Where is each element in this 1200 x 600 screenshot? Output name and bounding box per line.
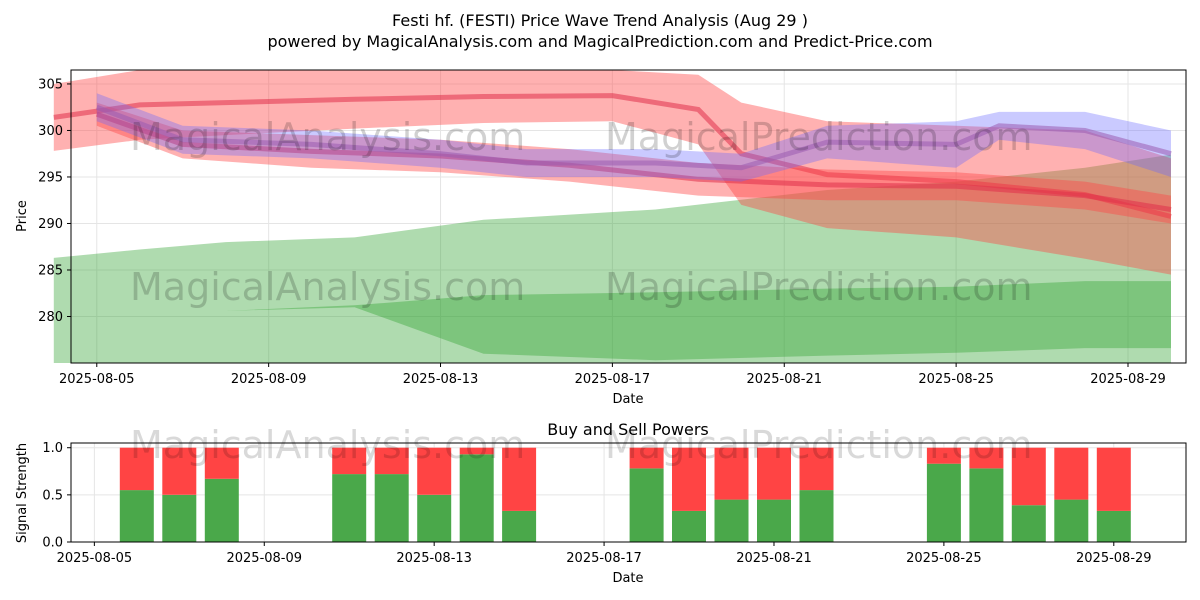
watermark: MagicalPrediction.com [605,265,1033,309]
buy-bar [374,474,409,542]
buy-bar [799,490,834,542]
band-blue-band [96,93,1171,182]
buy-bar [119,490,154,542]
price-x-tick-label: 2025-08-25 [918,372,994,387]
buy-bar [757,499,791,542]
chart-subtitle: powered by MagicalAnalysis.com and Magic… [267,32,932,51]
buy-bar [1096,510,1131,542]
sell-bar [757,447,791,500]
price-x-tick-label: 2025-08-09 [231,372,307,387]
sell-bar [374,447,409,475]
band-green-wide-band [53,154,1171,363]
sell-bar [1011,447,1046,506]
signal-x-tick-label: 2025-08-17 [566,551,642,566]
watermark: MagicalAnalysis.com [130,115,525,159]
price-y-tick-label: 295 [38,170,63,185]
price-y-tick-label: 280 [38,310,63,325]
buy-bar [629,468,664,542]
signal-y-tick-label: 0.5 [42,488,63,503]
chart-title: Festi hf. (FESTI) Price Wave Trend Analy… [392,11,808,30]
band-red-upper-band [53,70,1171,275]
price-plot-frame [71,70,1186,363]
band-green-low-band [53,281,1171,361]
sell-bar [502,447,537,511]
price-y-tick-label: 305 [38,77,63,92]
signal-x-tick-label: 2025-08-05 [57,551,133,566]
price-y-axis-label: Price [15,200,30,232]
signal-x-tick-label: 2025-08-21 [736,551,812,566]
buy-bar [1011,505,1046,542]
watermark: MagicalAnalysis.com [130,423,525,467]
sell-bar [459,447,494,455]
sell-bar [799,447,834,491]
signal-x-tick-label: 2025-08-09 [226,551,302,566]
buy-bar [714,499,749,542]
sell-bar [1054,447,1089,500]
signal-y-axis-label: Signal Strength [15,443,30,543]
buy-bar [969,468,1004,542]
price-y-tick-label: 300 [38,124,63,139]
buy-bar [332,474,367,542]
buy-bar [417,494,452,542]
price-x-tick-label: 2025-08-13 [403,372,479,387]
price-x-tick-label: 2025-08-21 [746,372,822,387]
signal-panel: Buy and Sell Powers MagicalAnalysis.com M… [15,420,1187,586]
watermark: MagicalAnalysis.com [130,265,525,309]
buy-bar [926,463,961,542]
sell-bar [332,447,367,475]
sell-bar [119,447,154,491]
sell-bar [926,447,961,464]
buy-bar [1054,499,1089,542]
price-y-tick-label: 285 [38,263,63,278]
band-midline-red-lower-band [95,111,1172,212]
signal-x-tick-label: 2025-08-29 [1076,551,1152,566]
signal-panel-title: Buy and Sell Powers [547,420,709,439]
price-x-axis-label: Date [612,392,643,407]
buy-bar [162,494,197,542]
band-midline-blue-band [95,104,1172,171]
price-x-tick-label: 2025-08-29 [1090,372,1166,387]
price-x-tick-label: 2025-08-17 [575,372,651,387]
signal-x-tick-label: 2025-08-25 [906,551,982,566]
sell-bar [714,447,749,500]
signal-y-tick-label: 0.0 [42,536,63,551]
sell-bar [672,447,706,511]
price-panel: MagicalAnalysis.com MagicalPrediction.com… [15,69,1187,407]
buy-bar [204,478,239,542]
buy-bar [459,454,494,542]
sell-bar [1096,447,1131,511]
sell-bar [969,447,1004,469]
signal-x-tick-label: 2025-08-13 [396,551,472,566]
watermark: MagicalPrediction.com [605,115,1033,159]
band-midline-red-upper-band [53,93,1172,219]
sell-bar [417,447,452,495]
sell-bar [204,447,239,479]
price-x-tick-label: 2025-08-05 [59,372,135,387]
sell-bar [162,447,197,495]
buy-bar [502,510,537,542]
buy-bar [672,510,706,542]
price-y-tick-label: 290 [38,217,63,232]
watermark: MagicalPrediction.com [605,423,1033,467]
signal-y-tick-label: 1.0 [42,441,63,456]
signal-x-axis-label: Date [612,571,643,586]
sell-bar [629,447,664,469]
